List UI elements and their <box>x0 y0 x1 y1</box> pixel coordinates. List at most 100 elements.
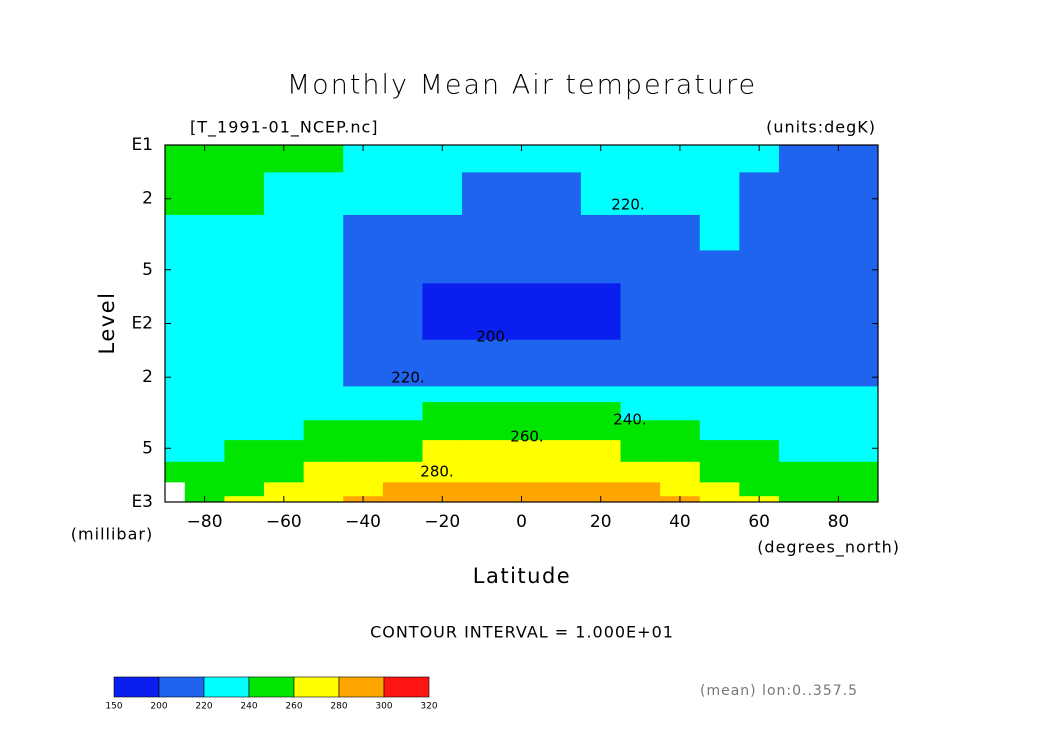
colorbar-swatch <box>248 676 295 698</box>
y-tick-label: E2 <box>131 314 153 334</box>
field-cell <box>541 309 582 340</box>
field-cell <box>264 366 305 387</box>
field-cell <box>660 171 701 215</box>
field-cell <box>462 439 503 462</box>
field-cell <box>343 366 384 387</box>
field-cell <box>580 461 622 483</box>
field-cell <box>224 495 265 503</box>
colorbar-swatch <box>203 676 250 698</box>
field-cell <box>264 461 305 483</box>
field-cell <box>858 385 879 403</box>
field-cell <box>858 171 879 215</box>
field-cell <box>620 171 661 215</box>
field-cell <box>739 282 780 311</box>
field-cell <box>224 401 265 421</box>
units-label: (units:degK) <box>766 118 876 137</box>
field-cell <box>303 419 344 441</box>
field-cell <box>462 366 503 387</box>
field-cell <box>818 249 859 284</box>
field-cell <box>184 401 225 421</box>
field-cell <box>422 339 463 367</box>
field-cell <box>818 401 859 421</box>
field-cell <box>184 214 225 251</box>
field-cell <box>184 481 225 497</box>
field-cell <box>580 481 622 497</box>
y-tick-label: 5 <box>142 438 153 458</box>
field-cell <box>778 461 820 483</box>
field-cell <box>778 214 820 251</box>
field-cell <box>165 366 186 387</box>
field-cell <box>184 419 225 441</box>
field-cell <box>778 401 820 421</box>
contour-label: 200. <box>476 328 509 346</box>
field-cell <box>264 249 305 284</box>
field-cell <box>382 401 423 421</box>
field-cell <box>343 481 384 497</box>
field-cell <box>343 282 384 311</box>
field-cell <box>224 145 265 173</box>
field-cell <box>343 214 384 251</box>
y-tick-label: 2 <box>142 367 153 387</box>
field-cell <box>501 419 542 441</box>
field-cell <box>620 282 661 311</box>
field-cell <box>660 385 701 403</box>
field-cell <box>224 282 265 311</box>
field-cell <box>303 282 344 311</box>
field-cell <box>303 366 344 387</box>
field-cell <box>422 214 463 251</box>
field-cell <box>165 461 186 483</box>
field-cell <box>501 309 542 340</box>
contour-label: 220. <box>391 369 424 387</box>
field-cell <box>462 309 503 340</box>
colorbar-swatch <box>338 676 385 698</box>
field-cell <box>620 439 661 462</box>
field-cell <box>660 339 701 367</box>
contour-interval: CONTOUR INTERVAL = 1.000E+01 <box>370 623 674 642</box>
field-cell <box>660 481 701 497</box>
field-cell <box>422 309 463 340</box>
field-cell <box>580 439 622 462</box>
field-cell <box>264 339 305 367</box>
field-cell <box>462 385 503 403</box>
colorbar-label: 280 <box>330 702 347 712</box>
field-cell <box>264 419 305 441</box>
field-cell <box>303 439 344 462</box>
field-cell <box>541 282 582 311</box>
field-cell <box>620 385 661 403</box>
field-cell <box>858 419 879 441</box>
field-cell <box>739 339 780 367</box>
field-cell <box>382 439 423 462</box>
field-cell <box>660 439 701 462</box>
field-cell <box>382 461 423 483</box>
field-cell <box>580 309 622 340</box>
field-cell <box>660 366 701 387</box>
field-cell <box>699 366 740 387</box>
field-cell <box>501 282 542 311</box>
field-cell <box>660 419 701 441</box>
field-cell <box>462 481 503 497</box>
field-cell <box>382 214 423 251</box>
field-cell <box>739 309 780 340</box>
field-cell <box>699 385 740 403</box>
field-cell <box>303 461 344 483</box>
field-cell <box>858 439 879 462</box>
field-cell <box>165 419 186 441</box>
field-cell <box>382 495 423 503</box>
field-cell <box>501 481 542 497</box>
field-cell <box>620 249 661 284</box>
field-cell <box>501 249 542 284</box>
field-cell <box>580 171 622 215</box>
x-axis-units: (degrees_north) <box>757 538 900 558</box>
field-cell <box>303 481 344 497</box>
field-cell <box>818 309 859 340</box>
field-cell <box>224 249 265 284</box>
field-cell <box>184 461 225 483</box>
field-cell <box>165 385 186 403</box>
field-cell <box>660 214 701 251</box>
field-cell <box>343 461 384 483</box>
field-cell <box>580 385 622 403</box>
field-cell <box>739 481 780 497</box>
field-cell <box>422 249 463 284</box>
field-cell <box>818 439 859 462</box>
field-cell <box>580 366 622 387</box>
